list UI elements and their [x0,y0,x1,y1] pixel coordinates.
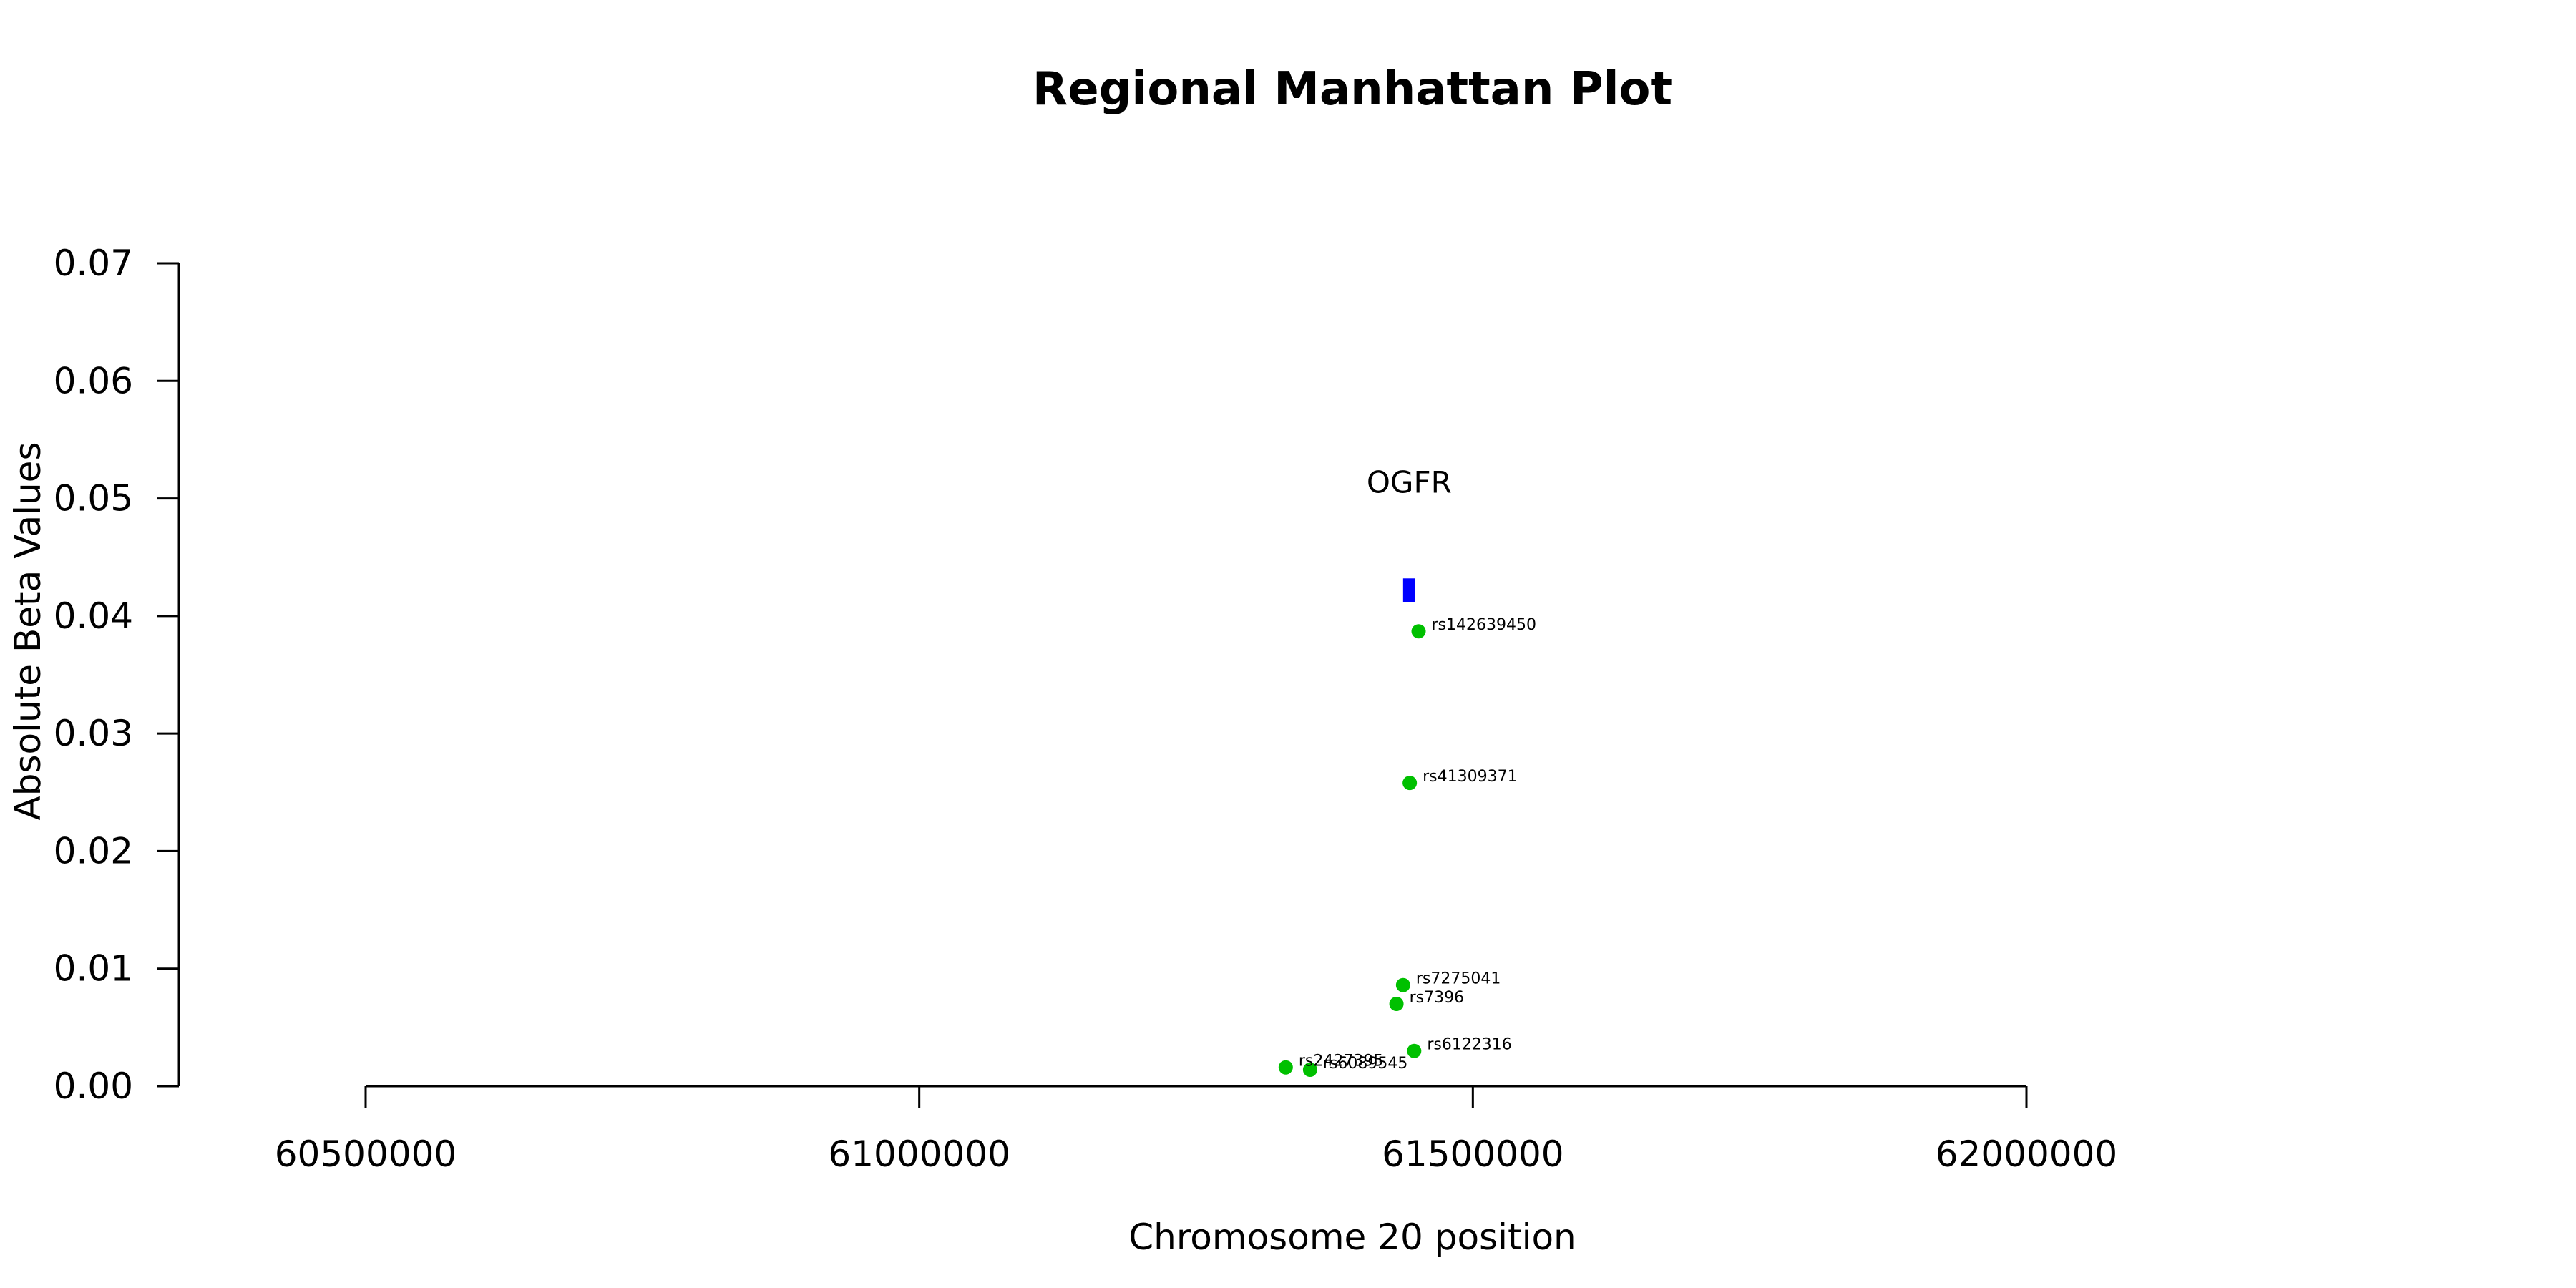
x-axis: 60500000 61000000 61500000 62000000 [275,1085,2118,1175]
y-tick-label: 0.07 [54,243,133,284]
y-tick-label: 0.00 [54,1065,133,1107]
x-tick-label: 60500000 [275,1133,457,1175]
y-axis-label: Absolute Beta Values [7,442,49,821]
x-axis-label: Chromosome 20 position [1128,1216,1576,1258]
x-tick-label: 61000000 [828,1133,1010,1175]
gene-ogfr-box [1402,578,1415,602]
y-tick-label: 0.04 [54,595,133,637]
y-axis: 0.00 0.01 0.02 0.03 0.04 0.05 0.06 0.07 [54,243,180,1107]
y-tick-label: 0.05 [54,478,133,519]
gene-track: OGFR [1367,464,1452,602]
snp-label: rs6089545 [1323,1055,1408,1073]
snp-label: rs7275041 [1416,970,1501,988]
snp-label: rs6122316 [1427,1036,1512,1054]
snp-label: rs41309371 [1423,768,1517,786]
y-tick-label: 0.06 [54,360,133,401]
snp-point [1302,1063,1317,1077]
snp-points [1278,624,1426,1077]
snp-label: rs7396 [1410,989,1465,1007]
snp-point [1407,1043,1422,1058]
x-tick-label: 61500000 [1382,1133,1564,1175]
chart-title: Regional Manhattan Plot [1033,63,1672,116]
y-tick-label: 0.01 [54,948,133,990]
snp-point [1402,776,1418,791]
snp-point [1389,997,1404,1011]
snp-point [1395,977,1410,992]
snp-point [1411,624,1426,639]
y-tick-label: 0.03 [54,713,133,754]
snp-label: rs2427395 [1299,1053,1384,1070]
gene-label: OGFR [1367,464,1452,499]
snp-point [1278,1060,1293,1075]
y-tick-label: 0.02 [54,830,133,872]
snp-label: rs142639450 [1432,616,1536,634]
x-tick-label: 62000000 [1936,1133,2118,1175]
